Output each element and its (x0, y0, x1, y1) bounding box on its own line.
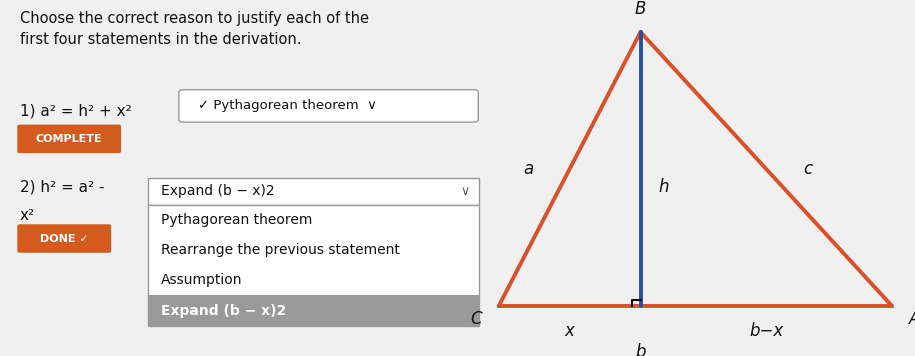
Text: Choose the correct reason to justify each of the
first four statements in the de: Choose the correct reason to justify eac… (20, 11, 369, 47)
Text: x: x (565, 322, 575, 340)
FancyBboxPatch shape (148, 205, 479, 326)
Text: A: A (910, 310, 915, 328)
FancyBboxPatch shape (17, 125, 121, 153)
Text: COMPLETE: COMPLETE (36, 134, 102, 144)
Text: b: b (635, 344, 646, 356)
FancyBboxPatch shape (148, 178, 479, 205)
FancyBboxPatch shape (148, 295, 479, 326)
Text: DONE ✓: DONE ✓ (40, 234, 89, 244)
Text: x²: x² (20, 208, 35, 223)
Text: ∨: ∨ (460, 185, 469, 198)
Text: c: c (803, 160, 812, 178)
Text: Expand (b − x)2: Expand (b − x)2 (161, 184, 274, 198)
FancyBboxPatch shape (178, 90, 479, 122)
Text: C: C (470, 310, 481, 328)
Text: h: h (659, 178, 669, 196)
Text: B: B (635, 0, 646, 18)
Text: Expand (b − x)2: Expand (b − x)2 (161, 304, 285, 318)
Text: Pythagorean theorem: Pythagorean theorem (161, 213, 312, 227)
Text: 2) h² = a² -: 2) h² = a² - (20, 180, 104, 195)
Text: Rearrange the previous statement: Rearrange the previous statement (161, 243, 400, 257)
Text: ✓ Pythagorean theorem  ∨: ✓ Pythagorean theorem ∨ (198, 99, 376, 112)
Text: Assumption: Assumption (161, 273, 242, 287)
Text: 1) a² = h² + x²: 1) a² = h² + x² (20, 103, 132, 118)
Text: b−x: b−x (749, 322, 783, 340)
Text: a: a (523, 160, 533, 178)
FancyBboxPatch shape (17, 224, 112, 253)
